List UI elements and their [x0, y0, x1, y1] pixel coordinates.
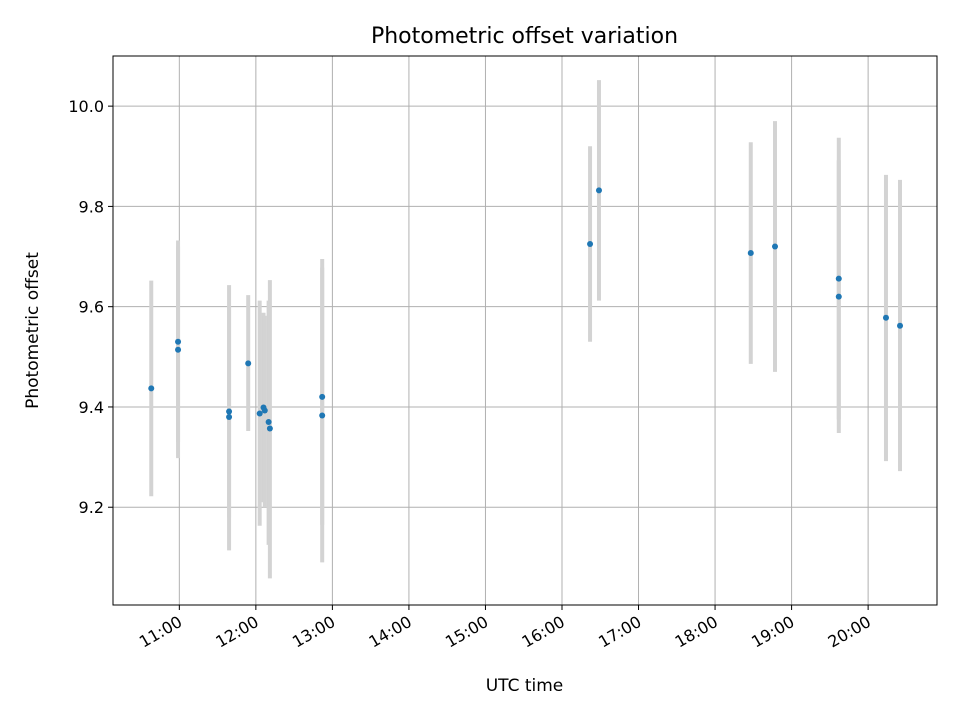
x-tick-label: 17:00	[595, 612, 644, 652]
x-axis-label: UTC time	[486, 676, 564, 696]
data-point	[261, 407, 268, 414]
data-point	[897, 322, 904, 329]
x-tick-label: 15:00	[442, 612, 491, 652]
x-tick-label: 19:00	[748, 612, 797, 652]
data-point	[882, 314, 889, 321]
y-tick-label: 9.2	[79, 498, 104, 517]
data-point	[266, 425, 273, 432]
y-tick-label: 10.0	[68, 97, 104, 116]
x-tick-label: 14:00	[365, 612, 414, 652]
x-tick-label: 12:00	[212, 612, 261, 652]
data-point	[265, 419, 272, 425]
grid-lines	[113, 56, 937, 605]
data-point	[175, 338, 182, 345]
data-point	[175, 346, 182, 353]
data-point	[835, 293, 842, 300]
plot-frame	[112, 55, 938, 606]
x-tick-label: 13:00	[289, 612, 338, 652]
data-point	[319, 393, 326, 400]
data-points	[148, 187, 904, 432]
y-tick-label: 9.4	[79, 398, 104, 417]
x-tick-label: 18:00	[672, 612, 721, 652]
data-point	[245, 360, 252, 367]
x-tick-label: 20:00	[825, 612, 874, 652]
data-point	[747, 250, 754, 257]
data-point	[319, 412, 326, 419]
data-point	[595, 187, 602, 194]
x-tick-label: 16:00	[519, 612, 568, 652]
data-point	[226, 408, 233, 415]
data-point	[256, 410, 263, 417]
y-axis-label: Photometric offset	[23, 252, 43, 409]
y-axis-ticks: 9.2 9.4 9.6 9.8 10.0	[68, 97, 113, 517]
chart-title: Photometric offset variation	[371, 24, 678, 49]
x-axis-ticks: 11:00 12:00 13:00 14:00 15:00 16:00 17:00 18:00…	[136, 605, 874, 652]
data-point	[148, 385, 155, 392]
data-point	[587, 241, 594, 248]
data-point	[835, 275, 842, 282]
error-bars	[149, 80, 903, 579]
y-tick-label: 9.8	[79, 197, 104, 216]
x-tick-label: 11:00	[136, 612, 185, 652]
data-point	[772, 243, 779, 250]
data-point	[226, 413, 233, 420]
y-tick-label: 9.6	[79, 298, 104, 317]
